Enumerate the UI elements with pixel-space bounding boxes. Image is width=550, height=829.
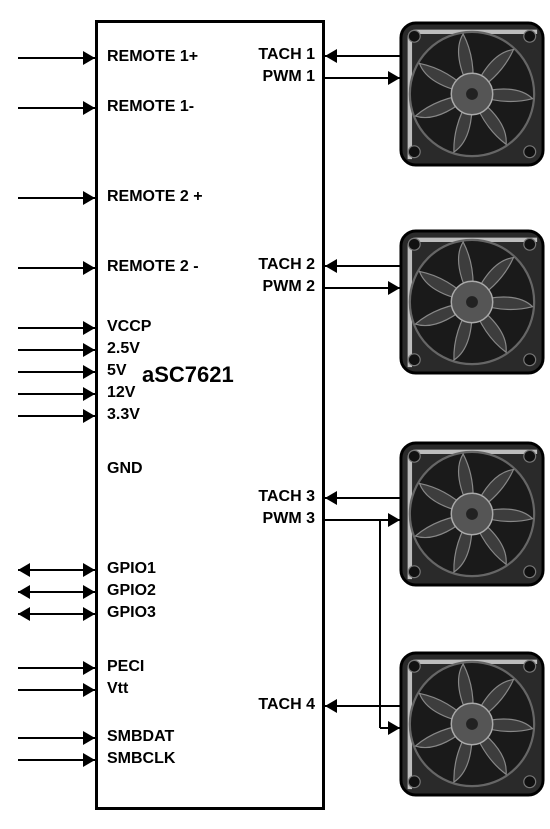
fan-icon bbox=[398, 440, 546, 588]
fan-icon bbox=[398, 650, 546, 798]
fan-icon bbox=[398, 20, 546, 168]
fan-icon bbox=[398, 228, 546, 376]
